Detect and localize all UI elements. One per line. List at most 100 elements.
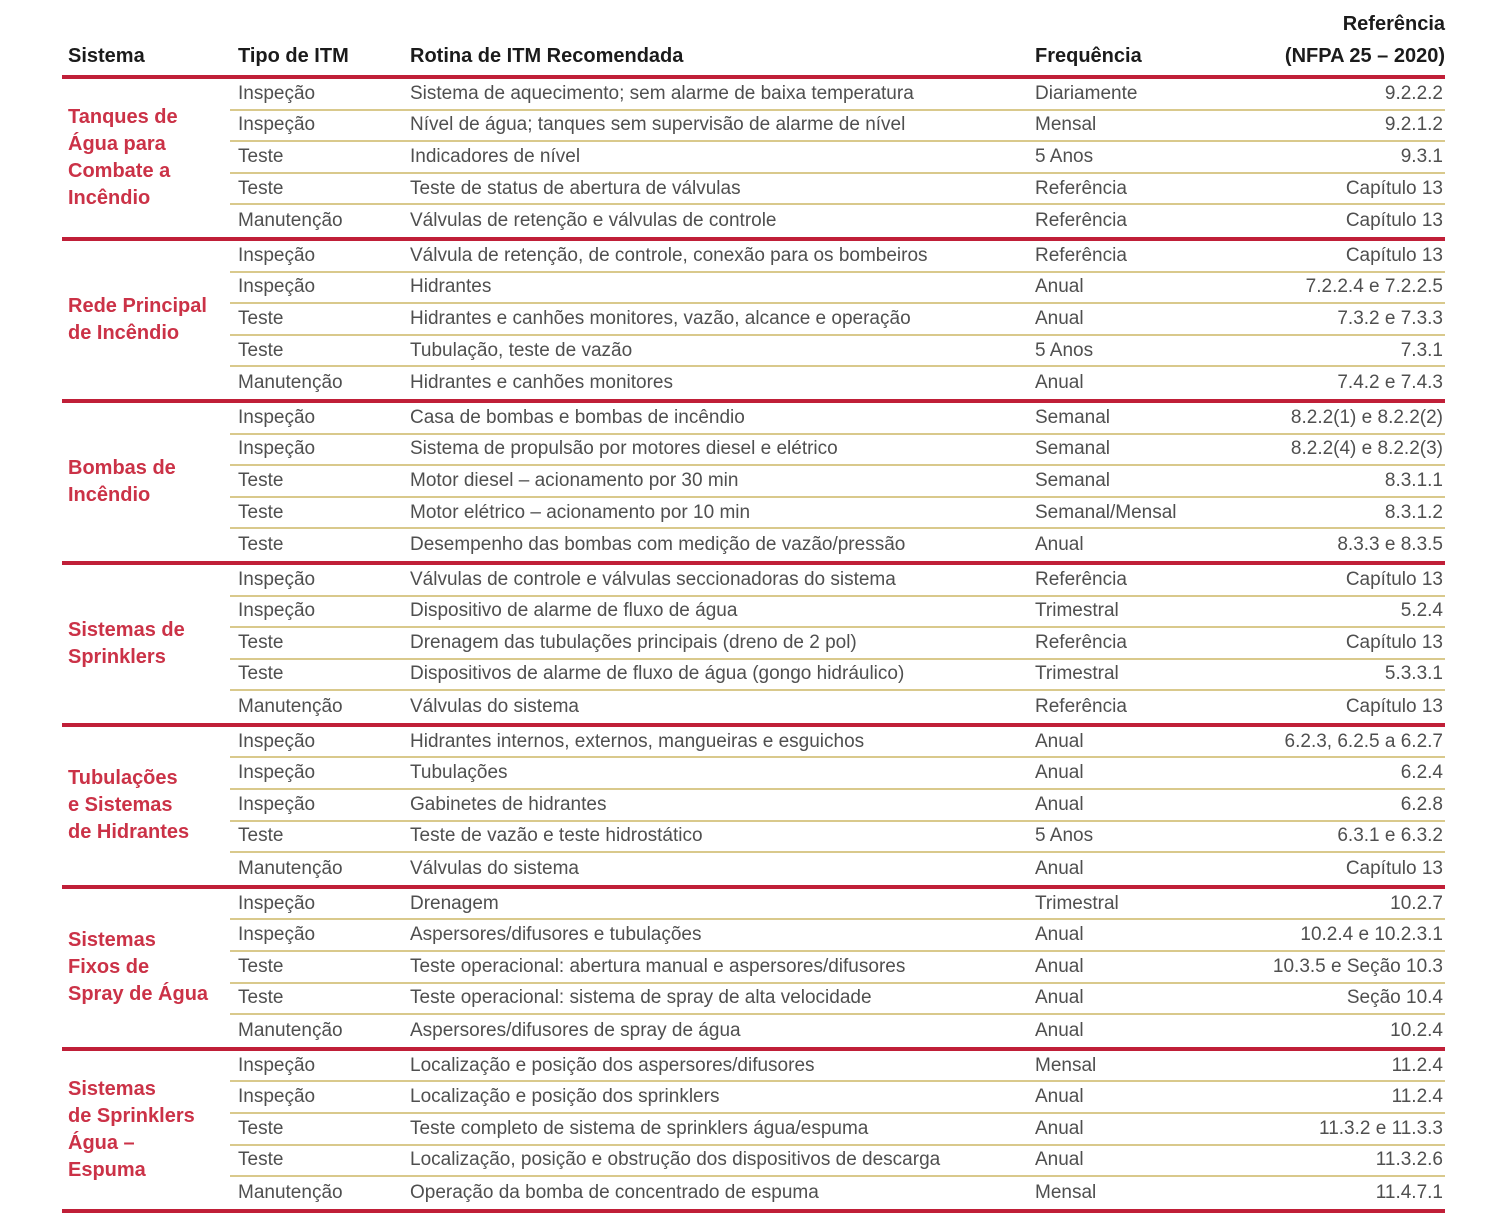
cell-frequencia: Anual: [1035, 1020, 1084, 1042]
cell-tipo-itm: Inspeção: [238, 568, 316, 590]
cell-tipo-itm: Inspeção: [238, 892, 316, 914]
cell-referencia: Capítulo 13: [1345, 177, 1443, 199]
system-name-line: Sistemas: [68, 1077, 156, 1100]
table-row: Teste Drenagem das tubulações principais …: [230, 628, 1445, 660]
cell-frequencia: Anual: [1035, 858, 1084, 880]
cell-rotina: Aspersores/difusores de spray de água: [410, 1020, 741, 1042]
cell-referencia: Capítulo 13: [1345, 631, 1443, 653]
cell-referencia: Capítulo 13: [1345, 696, 1443, 718]
table-row: Teste Localização, posição e obstrução do…: [230, 1146, 1445, 1178]
table-row: Inspeção Localização e posição dos aspers…: [230, 1051, 1445, 1083]
system-name-line: Tanques de: [68, 105, 178, 128]
cell-referencia: Capítulo 13: [1345, 858, 1443, 880]
cell-tipo-itm: Inspeção: [238, 406, 316, 428]
table-row: Teste Indicadores de nível 5 Anos 9.3.1: [230, 142, 1445, 174]
cell-rotina: Desempenho das bombas com medição de vaz…: [410, 534, 906, 556]
cell-referencia: 7.3.1: [1400, 339, 1443, 361]
system-name-line: Bombas de: [68, 456, 176, 479]
cell-rotina: Operação da bomba de concentrado de espu…: [410, 1181, 819, 1203]
cell-tipo-itm: Teste: [238, 1149, 284, 1171]
cell-rotina: Teste operacional: abertura manual e asp…: [410, 955, 906, 977]
cell-rotina: Sistema de aquecimento; sem alarme de ba…: [410, 82, 914, 104]
cell-referencia: 8.2.2(4) e 8.2.2(3): [1290, 438, 1443, 460]
table-row: Manutenção Operação da bomba de concentra…: [230, 1177, 1445, 1209]
cell-frequencia: Anual: [1035, 307, 1084, 329]
system-name-line: Combate a: [68, 159, 171, 182]
cell-rotina: Motor elétrico – acionamento por 10 min: [410, 501, 751, 523]
cell-tipo-itm: Inspeção: [238, 114, 316, 136]
cell-referencia: 5.2.4: [1400, 600, 1443, 622]
group-rows: Inspeção Casa de bombas e bombas de incên…: [230, 403, 1445, 561]
table-row: Inspeção Tubulações Anual 6.2.4: [230, 758, 1445, 791]
cell-rotina: Hidrantes e canhões monitores, vazão, al…: [410, 307, 911, 329]
cell-referencia: 5.3.3.1: [1384, 663, 1443, 685]
table-row: Inspeção Válvulas de controle e válvulas …: [230, 565, 1445, 597]
cell-tipo-itm: Teste: [238, 955, 284, 977]
cell-tipo-itm: Inspeção: [238, 1054, 316, 1076]
cell-frequencia: Anual: [1035, 730, 1084, 752]
cell-rotina: Localização, posição e obstrução dos dis…: [410, 1149, 941, 1171]
cell-tipo-itm: Teste: [238, 501, 284, 523]
cell-rotina: Hidrantes: [410, 276, 492, 298]
cell-tipo-itm: Teste: [238, 987, 284, 1009]
cell-tipo-itm: Teste: [238, 177, 284, 199]
table-row: Inspeção Casa de bombas e bombas de incên…: [230, 403, 1445, 435]
cell-frequencia: Anual: [1035, 955, 1084, 977]
system-name-line: Tubulações: [68, 767, 178, 790]
cell-frequencia: Anual: [1035, 762, 1084, 784]
column-header-rotina: Rotina de ITM Recomendada: [410, 45, 684, 67]
table-row: Teste Teste operacional: sistema de spray…: [230, 984, 1445, 1016]
itm-maintenance-table: Sistema Tipo de ITM Rotina de ITM Recome…: [62, 12, 1445, 1213]
cell-tipo-itm: Manutenção: [238, 1181, 343, 1203]
cell-rotina: Nível de água; tanques sem supervisão de…: [410, 114, 906, 136]
cell-tipo-itm: Teste: [238, 631, 284, 653]
cell-referencia: 7.2.2.4 e 7.2.2.5: [1305, 276, 1443, 298]
cell-frequencia: Trimestral: [1035, 892, 1119, 914]
system-name: Rede Principal de Incêndio: [62, 241, 230, 399]
cell-frequencia: Mensal: [1035, 114, 1097, 136]
table-row: Inspeção Válvula de retenção, de controle…: [230, 241, 1445, 273]
system-name-line: de Hidrantes: [68, 821, 190, 844]
cell-tipo-itm: Teste: [238, 145, 284, 167]
table-row: Inspeção Sistema de aquecimento; sem alar…: [230, 79, 1445, 111]
cell-frequencia: Semanal: [1035, 469, 1110, 491]
cell-rotina: Sistema de propulsão por motores diesel …: [410, 438, 838, 460]
cell-referencia: 10.2.4: [1390, 1020, 1443, 1042]
column-header-referencia: Referência (NFPA 25 – 2020): [1235, 12, 1445, 68]
cell-referencia: Capítulo 13: [1345, 568, 1443, 590]
cell-tipo-itm: Inspeção: [238, 730, 316, 752]
system-name-line: Fixos de: [68, 956, 150, 979]
system-name-line: Água para: [68, 132, 166, 155]
cell-rotina: Localização e posição dos aspersores/dif…: [410, 1054, 815, 1076]
table-row: Manutenção Aspersores/difusores de spray …: [230, 1015, 1445, 1047]
system-group: Sistemas de Sprinklers Inspeção Válvulas de…: [62, 565, 1445, 727]
cell-tipo-itm: Inspeção: [238, 244, 316, 266]
cell-rotina: Casa de bombas e bombas de incêndio: [410, 406, 745, 428]
cell-frequencia: Anual: [1035, 1149, 1084, 1171]
cell-frequencia: Anual: [1035, 372, 1084, 394]
system-group: Bombas de Incêndio Inspeção Casa de bombas …: [62, 403, 1445, 565]
cell-frequencia: Semanal/Mensal: [1035, 501, 1177, 523]
cell-tipo-itm: Teste: [238, 307, 284, 329]
cell-frequencia: Anual: [1035, 987, 1084, 1009]
cell-tipo-itm: Inspeção: [238, 438, 316, 460]
cell-rotina: Aspersores/difusores e tubulações: [410, 924, 702, 946]
system-group: Sistemas Fixos de Spray de Água Inspeção Dre…: [62, 889, 1445, 1051]
cell-frequencia: Anual: [1035, 276, 1084, 298]
cell-rotina: Hidrantes e canhões monitores: [410, 372, 673, 394]
cell-tipo-itm: Teste: [238, 534, 284, 556]
cell-rotina: Válvulas de retenção e válvulas de contr…: [410, 210, 777, 232]
cell-frequencia: Referência: [1035, 568, 1127, 590]
cell-frequencia: Semanal: [1035, 406, 1110, 428]
cell-frequencia: Anual: [1035, 793, 1084, 815]
system-name-line: Incêndio: [68, 186, 151, 209]
cell-referencia: 11.4.7.1: [1375, 1181, 1443, 1203]
cell-tipo-itm: Inspeção: [238, 793, 316, 815]
cell-frequencia: 5 Anos: [1035, 145, 1094, 167]
cell-referencia: 10.3.5 e Seção 10.3: [1272, 955, 1443, 977]
cell-referencia: 9.2.1.2: [1384, 114, 1443, 136]
cell-rotina: Indicadores de nível: [410, 145, 581, 167]
cell-rotina: Válvulas do sistema: [410, 696, 579, 718]
cell-tipo-itm: Manutenção: [238, 696, 343, 718]
cell-referencia: 6.2.3, 6.2.5 a 6.2.7: [1284, 730, 1443, 752]
